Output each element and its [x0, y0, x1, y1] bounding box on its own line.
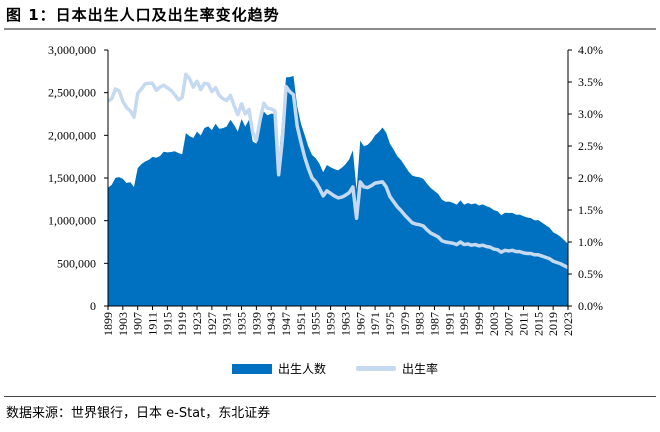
x-tick-label: 1983: [413, 312, 427, 336]
legend: 出生人数 出生率: [232, 360, 438, 377]
right-y-tick-label: 1.0%: [578, 235, 603, 249]
x-tick-label: 1931: [220, 312, 234, 336]
chart: 0 500,000 1,000,000 1,500,000 2,000,000 2,500…: [48, 43, 603, 336]
x-tick-label: 1963: [338, 312, 352, 336]
x-tick-label: 1903: [116, 312, 130, 336]
right-y-tick-label: 4.0%: [578, 43, 603, 57]
x-tick-label: 1951: [294, 312, 308, 336]
x-tick-label: 2019: [546, 312, 560, 336]
x-tick-label: 1959: [324, 312, 338, 336]
x-tick-label: 1935: [235, 312, 249, 336]
left-y-tick-label: 1,000,000: [48, 214, 96, 228]
x-tick-label: 1939: [249, 312, 263, 336]
left-y-tick-label: 2,500,000: [48, 86, 96, 100]
x-tick-label: 1987: [427, 312, 441, 336]
x-tick-label: 1999: [472, 312, 486, 336]
right-y-tick-label: 2.5%: [578, 139, 603, 153]
left-y-tick-label: 3,000,000: [48, 43, 96, 57]
chart-title: 图 1：日本出生人口及出生率变化趋势: [6, 6, 280, 24]
right-y-tick-label: 0.0%: [578, 299, 603, 313]
legend-label-births: 出生人数: [278, 362, 327, 376]
left-y-tick-label: 0: [90, 299, 96, 313]
x-tick-label: 2015: [531, 312, 545, 336]
right-y-tick-label: 1.5%: [578, 203, 603, 217]
right-y-tick-label: 3.5%: [578, 75, 603, 89]
left-y-tick-label: 2,000,000: [48, 128, 96, 142]
source-note: 数据来源：世界银行，日本 e-Stat，东北证券: [6, 406, 271, 421]
legend-swatch-birth-rate: [356, 366, 397, 371]
x-tick-label: 1995: [457, 312, 471, 336]
x-tick-label: 1947: [279, 312, 293, 336]
right-y-tick-label: 0.5%: [578, 267, 603, 281]
left-y-tick-label: 1,500,000: [48, 171, 96, 185]
x-tick-label: 1927: [205, 312, 219, 336]
x-tick-label: 1919: [175, 312, 189, 336]
x-tick-label: 1971: [368, 312, 382, 336]
x-tick-label: 1979: [398, 312, 412, 336]
legend-label-birth-rate: 出生率: [402, 362, 439, 376]
legend-swatch-births: [232, 363, 272, 374]
x-tick-label: 1943: [264, 312, 278, 336]
x-tick-label: 1991: [442, 312, 456, 336]
source-divider: [4, 396, 656, 397]
x-tick-label: 1923: [190, 312, 204, 336]
x-tick-label: 1899: [101, 312, 115, 336]
title-divider: [4, 28, 656, 30]
left-y-tick-label: 500,000: [57, 256, 96, 270]
x-tick-label: 1911: [146, 312, 160, 336]
right-y-tick-label: 2.0%: [578, 171, 603, 185]
x-tick-label: 1955: [309, 312, 323, 336]
x-tick-label: 1975: [383, 312, 397, 336]
x-tick-label: 2011: [516, 312, 530, 336]
right-y-tick-label: 3.0%: [578, 107, 603, 121]
x-tick-label: 2023: [561, 312, 575, 336]
x-tick-label: 1967: [353, 312, 367, 336]
x-tick-label: 2007: [502, 312, 516, 336]
x-tick-label: 2003: [487, 312, 501, 336]
x-tick-label: 1907: [131, 312, 145, 336]
birth-rate-line: [107, 72, 569, 270]
births-area: [108, 75, 568, 306]
x-tick-label: 1915: [160, 312, 174, 336]
